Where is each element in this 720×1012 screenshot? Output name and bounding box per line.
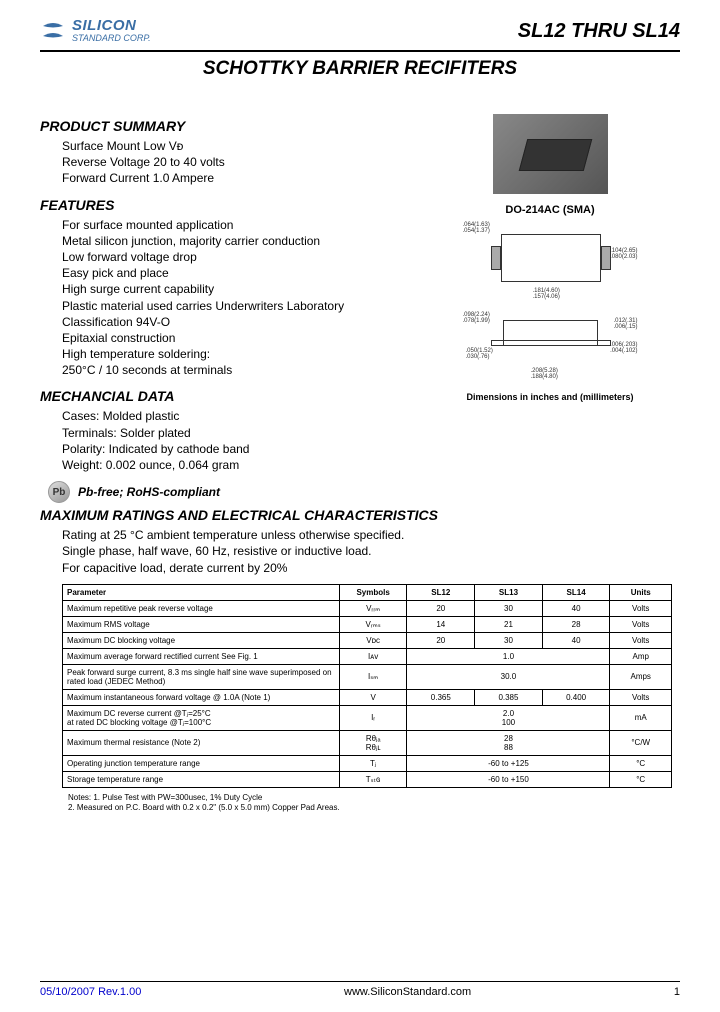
logo-text-2: STANDARD CORP. bbox=[72, 33, 151, 43]
ratings-title: MAXIMUM RATINGS AND ELECTRICAL CHARACTER… bbox=[40, 507, 680, 523]
footer-divider bbox=[40, 981, 680, 982]
ratings-table: ParameterSymbolsSL12SL13SL14Units Maximu… bbox=[62, 584, 672, 788]
pb-free-row: Pb Pb-free; RoHS-compliant bbox=[48, 481, 400, 503]
part-number: SL12 THRU SL14 bbox=[518, 20, 680, 43]
logo-mark-icon bbox=[40, 18, 66, 44]
footer: 05/10/2007 Rev.1.00 www.SiliconStandard.… bbox=[40, 981, 680, 998]
ratings-notes: Notes: 1. Pulse Test with PW=300usec, 1%… bbox=[68, 793, 680, 814]
pb-badge-icon: Pb bbox=[48, 481, 70, 503]
footer-date: 05/10/2007 Rev.1.00 bbox=[40, 986, 141, 998]
chip-photo bbox=[493, 114, 608, 194]
features-title: FEATURES bbox=[40, 197, 400, 213]
features-body: For surface mounted applicationMetal sil… bbox=[62, 217, 400, 379]
package-side-drawing: .098(2.24) .078(1.99) .050(1.52) .030(.7… bbox=[463, 312, 638, 380]
footer-url: www.SiliconStandard.com bbox=[344, 986, 471, 998]
product-summary-body: Surface Mount Low VᴆReverse Voltage 20 t… bbox=[62, 138, 400, 187]
header: SILICON STANDARD CORP. SL12 THRU SL14 bbox=[40, 18, 680, 44]
product-summary-title: PRODUCT SUMMARY bbox=[40, 118, 400, 134]
header-divider bbox=[40, 50, 680, 52]
company-logo: SILICON STANDARD CORP. bbox=[40, 18, 151, 44]
pb-free-text: Pb-free; RoHS-compliant bbox=[78, 485, 220, 499]
mechanical-body: Cases: Molded plasticTerminals: Solder p… bbox=[62, 408, 400, 473]
main-title: SCHOTTKY BARRIER RECIFITERS bbox=[40, 58, 680, 80]
ratings-intro: Rating at 25 °C ambient temperature unle… bbox=[62, 527, 680, 576]
package-label: DO-214AC (SMA) bbox=[420, 204, 680, 216]
logo-text-1: SILICON bbox=[72, 17, 136, 34]
package-top-drawing: .064(1.63) .054(1.37) .104(2.65) .080(2.… bbox=[463, 222, 638, 300]
dimension-caption: Dimensions in inches and (millimeters) bbox=[420, 392, 680, 402]
footer-page: 1 bbox=[674, 986, 680, 998]
mechanical-title: MECHANCIAL DATA bbox=[40, 388, 400, 404]
